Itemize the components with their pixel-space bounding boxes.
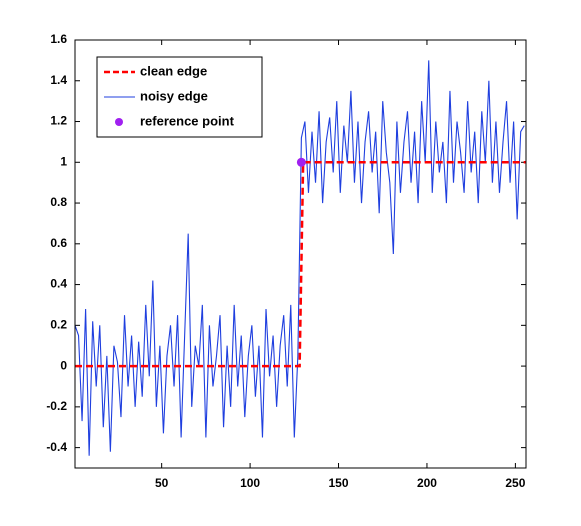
axes-box xyxy=(74,39,527,469)
x-tick-label: 250 xyxy=(505,476,525,490)
noisy-edge-line xyxy=(75,60,525,456)
y-tick-label: -0.4 xyxy=(46,440,67,454)
y-tick-label: 1.6 xyxy=(50,32,67,46)
y-tick-label: 1.4 xyxy=(50,73,67,87)
y-tick-label: -0.2 xyxy=(46,399,67,413)
y-tick-label: 1 xyxy=(60,154,67,168)
y-tick-label: 0.8 xyxy=(50,195,67,209)
y-tick-label: 0.2 xyxy=(50,318,67,332)
y-tick-label: 1.2 xyxy=(50,114,67,128)
legend-label: noisy edge xyxy=(140,88,208,103)
reference-point xyxy=(296,157,306,167)
x-tick-label: 150 xyxy=(329,476,349,490)
x-tick-label: 200 xyxy=(417,476,437,490)
clean-edge-line xyxy=(75,161,526,368)
y-tick-label: 0 xyxy=(60,358,67,372)
legend-marker xyxy=(115,118,123,126)
y-tick-label: 0.6 xyxy=(50,236,67,250)
legend-label: reference point xyxy=(140,113,235,128)
x-tick-label: 100 xyxy=(240,476,260,490)
x-tick-label: 50 xyxy=(155,476,169,490)
y-tick-label: 0.4 xyxy=(50,277,67,291)
legend-label: clean edge xyxy=(140,63,207,78)
